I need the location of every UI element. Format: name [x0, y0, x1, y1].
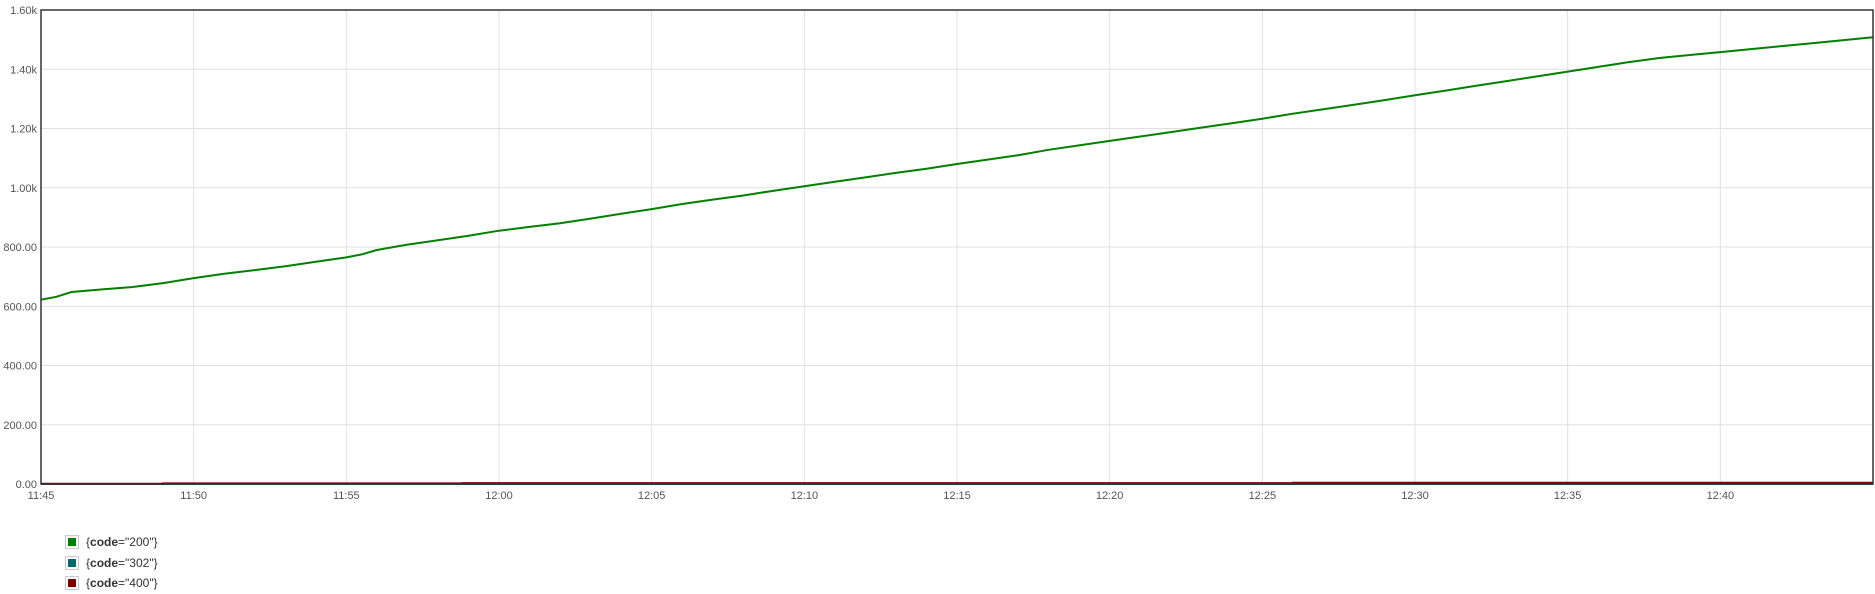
y-tick-label: 1.20k [10, 124, 37, 136]
x-tick-label: 12:00 [485, 490, 513, 502]
y-tick-label: 200.00 [3, 420, 37, 432]
legend-label: {code="200"} [86, 535, 158, 550]
x-tick-label: 11:50 [180, 490, 207, 502]
legend-item-400[interactable]: {code="400"} [65, 573, 158, 594]
legend-label: {code="302"} [86, 555, 158, 570]
y-tick-label: 600.00 [3, 301, 37, 313]
y-tick-label: 1.00k [10, 183, 37, 195]
legend-item-200[interactable]: {code="200"} [65, 532, 158, 553]
x-tick-label: 12:15 [943, 490, 971, 502]
x-tick-label: 12:30 [1401, 490, 1429, 502]
legend-swatch-302 [68, 558, 76, 567]
x-tick-label: 12:05 [638, 490, 666, 502]
legend-swatch-200 [68, 538, 76, 547]
y-tick-label: 400.00 [3, 361, 37, 373]
y-tick-label: 1.60k [10, 5, 37, 17]
legend-swatch-400 [68, 579, 76, 588]
legend: {code="200"} {code="302"} {code="400"} [65, 532, 158, 594]
x-tick-label: 12:35 [1554, 490, 1582, 502]
y-tick-label: 0.00 [16, 479, 37, 491]
x-tick-label: 11:55 [333, 490, 360, 502]
line-chart: 0.00 200.00 400.00 600.00 800.00 1.00k 1.20k 1.… [3, 5, 1874, 502]
legend-swatch-box [65, 576, 79, 591]
x-tick-label: 12:10 [791, 490, 819, 502]
y-tick-label: 800.00 [3, 242, 37, 254]
legend-swatch-box [65, 555, 79, 570]
x-tick-label: 11:45 [28, 490, 55, 502]
legend-swatch-box [65, 535, 79, 550]
legend-label: {code="400"} [86, 576, 158, 591]
legend-item-302[interactable]: {code="302"} [65, 553, 158, 574]
x-axis-ticks: 11:45 11:50 11:55 12:00 12:05 12:10 12:15 12:20… [28, 490, 1734, 502]
series-line-0 [40, 36, 1874, 301]
y-tick-label: 1.40k [10, 64, 37, 76]
plot-frame [40, 9, 1874, 485]
grid-lines [41, 10, 1873, 484]
y-axis-ticks: 0.00 200.00 400.00 600.00 800.00 1.00k 1.20k 1.… [3, 5, 37, 491]
x-tick-label: 12:20 [1096, 490, 1124, 502]
x-tick-label: 12:25 [1249, 490, 1277, 502]
x-tick-label: 12:40 [1707, 490, 1735, 502]
